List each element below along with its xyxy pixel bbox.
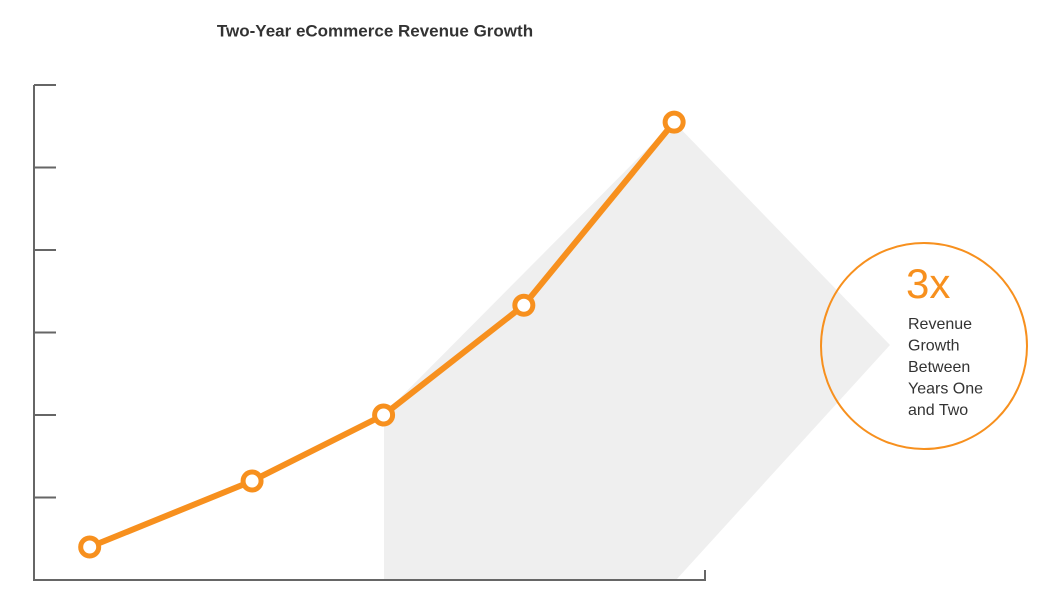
point — [78, 535, 102, 559]
point — [662, 110, 686, 134]
point — [240, 469, 264, 493]
annotation-text: and Two — [908, 402, 968, 419]
point — [512, 293, 536, 317]
annotation-text: Revenue — [908, 316, 972, 333]
annotation-text: Between — [908, 359, 970, 376]
annotation-headline: 3x — [906, 260, 950, 307]
annotation-text: Growth — [908, 338, 960, 355]
annotation-text: Years One — [908, 381, 983, 398]
point — [372, 403, 396, 427]
annotation-circle — [820, 242, 1028, 450]
chart-title: Two-Year eCommerce Revenue Growth — [217, 21, 533, 40]
shaded-region — [384, 122, 890, 580]
